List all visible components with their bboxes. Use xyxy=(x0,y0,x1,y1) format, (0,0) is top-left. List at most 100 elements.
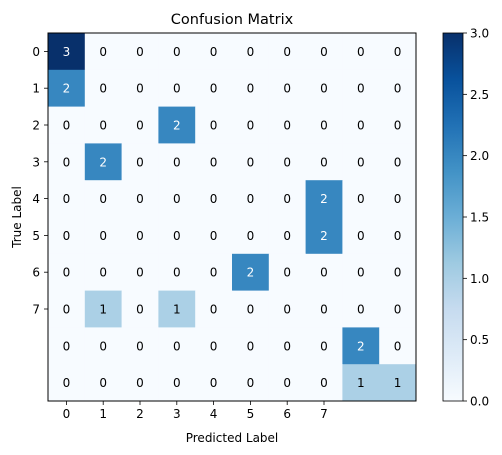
y-tick-label: 2 xyxy=(32,119,40,133)
x-axis-ticks: 0 1 2 3 4 5 6 7 xyxy=(63,401,328,421)
cell-value: 0 xyxy=(247,155,255,169)
cell-value: 1 xyxy=(99,303,107,317)
cell-value: 0 xyxy=(136,229,144,243)
y-axis-label: True Label xyxy=(10,186,24,249)
cell-value: 0 xyxy=(320,82,328,96)
heatmap-cell xyxy=(305,69,343,107)
heatmap-cell xyxy=(379,33,417,71)
heatmap-cell xyxy=(342,290,380,328)
cell-value: 0 xyxy=(136,82,144,96)
x-tick-label: 3 xyxy=(173,407,181,421)
cell-value: 0 xyxy=(394,266,402,280)
heatmap-cell xyxy=(121,217,159,255)
cell-value: 0 xyxy=(210,266,218,280)
cell-value: 0 xyxy=(63,339,71,353)
cell-value: 0 xyxy=(320,376,328,390)
heatmap-cell xyxy=(48,106,86,144)
cell-value: 1 xyxy=(173,303,181,317)
heatmap-cell xyxy=(305,180,343,218)
cell-value: 0 xyxy=(394,155,402,169)
heatmap-cell xyxy=(158,33,196,71)
heatmap-cell xyxy=(48,364,86,402)
heatmap-cell xyxy=(158,364,196,402)
heatmap-cell xyxy=(342,180,380,218)
cell-value: 0 xyxy=(283,229,291,243)
cell-value: 0 xyxy=(136,155,144,169)
heatmap-cell xyxy=(342,69,380,107)
heatmap-cell xyxy=(195,33,233,71)
cell-value: 0 xyxy=(210,82,218,96)
heatmap-cell xyxy=(84,143,122,181)
cell-value: 0 xyxy=(210,339,218,353)
y-tick-label: 1 xyxy=(32,82,40,96)
heatmap-cell xyxy=(268,33,306,71)
heatmap-cell xyxy=(158,180,196,218)
heatmap-cell xyxy=(48,290,86,328)
cell-value: 0 xyxy=(210,155,218,169)
heatmap-cell xyxy=(121,180,159,218)
cell-value: 0 xyxy=(357,155,365,169)
colorbar-tick-label: 2.0 xyxy=(470,149,489,163)
cell-value: 0 xyxy=(173,266,181,280)
cell-value: 0 xyxy=(357,82,365,96)
heatmap-cell xyxy=(48,253,86,291)
heatmap-cell xyxy=(84,33,122,71)
cell-value: 0 xyxy=(173,229,181,243)
heatmap-cell xyxy=(268,364,306,402)
cell-value: 0 xyxy=(99,229,107,243)
heatmap-cell xyxy=(48,143,86,181)
cell-value: 0 xyxy=(173,45,181,59)
heatmap-cell xyxy=(232,106,270,144)
heatmap-cell xyxy=(268,327,306,365)
heatmap-cell xyxy=(84,253,122,291)
heatmap-cell xyxy=(195,106,233,144)
heatmap-cell xyxy=(379,327,417,365)
y-axis-ticks: 0 1 2 3 4 5 6 7 xyxy=(32,45,48,317)
heatmap-cell xyxy=(84,106,122,144)
cell-value: 0 xyxy=(63,192,71,206)
cell-value: 2 xyxy=(247,266,255,280)
cell-value: 0 xyxy=(394,229,402,243)
cell-value: 0 xyxy=(136,266,144,280)
heatmap-cell xyxy=(48,69,86,107)
cell-value: 0 xyxy=(283,303,291,317)
cell-value: 0 xyxy=(210,119,218,133)
heatmap-cell xyxy=(158,253,196,291)
heatmap-cell xyxy=(268,290,306,328)
heatmap-cell xyxy=(379,180,417,218)
heatmap-cell xyxy=(195,69,233,107)
x-tick-label: 6 xyxy=(283,407,291,421)
heatmap-cell xyxy=(268,69,306,107)
y-tick-label: 5 xyxy=(32,229,40,243)
x-tick-label: 0 xyxy=(63,407,71,421)
cell-value: 0 xyxy=(320,45,328,59)
cell-value: 0 xyxy=(320,266,328,280)
heatmap-cell xyxy=(121,143,159,181)
heatmap-cell xyxy=(379,143,417,181)
heatmap-cell xyxy=(48,327,86,365)
heatmap-cell xyxy=(121,69,159,107)
heatmap-cell xyxy=(268,106,306,144)
colorbar-tick-label: 1.0 xyxy=(470,272,489,286)
cell-value: 0 xyxy=(63,266,71,280)
heatmap-cell xyxy=(84,217,122,255)
cell-value: 0 xyxy=(99,45,107,59)
heatmap-cell xyxy=(305,327,343,365)
cell-value: 0 xyxy=(320,303,328,317)
x-tick-label: 4 xyxy=(210,407,218,421)
heatmap-cell xyxy=(268,253,306,291)
cell-value: 0 xyxy=(247,376,255,390)
cell-value: 2 xyxy=(320,229,328,243)
plot-frame xyxy=(47,32,417,402)
cell-value: 0 xyxy=(247,339,255,353)
heatmap-cell xyxy=(342,33,380,71)
heatmap-cell xyxy=(84,364,122,402)
heatmap-cell xyxy=(48,217,86,255)
cell-value: 0 xyxy=(394,82,402,96)
cell-value: 1 xyxy=(357,376,365,390)
heatmap-cell xyxy=(232,327,270,365)
cell-value: 3 xyxy=(63,45,71,59)
heatmap-cell xyxy=(268,180,306,218)
y-tick-label: 6 xyxy=(32,266,40,280)
